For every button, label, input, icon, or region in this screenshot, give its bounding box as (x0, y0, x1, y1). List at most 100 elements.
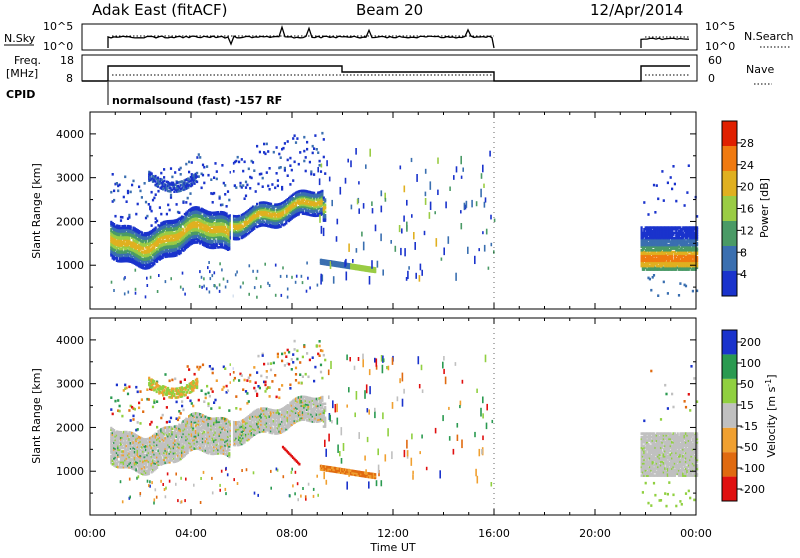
heatmap-cell (278, 153, 280, 156)
heatmap-cell (429, 212, 431, 219)
heatmap-cell (663, 281, 665, 284)
colorbar-block (722, 171, 737, 196)
heatmap-cell (253, 169, 255, 172)
heatmap-cell (163, 176, 165, 179)
heatmap-cell (160, 213, 162, 216)
heatmap-cell (369, 149, 371, 157)
heatmap-cell (156, 400, 158, 403)
heatmap-cell (395, 246, 397, 252)
heatmap-cell (113, 199, 115, 202)
heatmap-cell (224, 226, 226, 229)
heatmap-cell (113, 223, 115, 226)
heatmap-cell (242, 170, 244, 173)
heatmap-cell (298, 163, 300, 166)
heatmap-cell (196, 175, 198, 178)
heatmap-cell (127, 393, 129, 396)
heatmap-cell (223, 278, 225, 281)
heatmap-cell (309, 286, 311, 289)
heatmap-cell (163, 168, 165, 171)
heatmap-cell (170, 277, 172, 280)
heatmap-cell (324, 198, 326, 201)
heatmap-cell (151, 172, 153, 175)
heatmap-cell (653, 184, 655, 187)
heatmap-cell (176, 203, 178, 206)
heatmap-cell (437, 158, 439, 164)
heatmap-cell (269, 167, 271, 170)
heatmap-cell (474, 256, 476, 264)
heatmap-cell (483, 184, 485, 188)
heatmap-cell (415, 273, 417, 279)
heatmap-cell (461, 176, 463, 179)
heatmap-cell (296, 275, 298, 278)
heatmap-cell (199, 285, 201, 288)
heatmap-cell (408, 266, 410, 269)
heatmap-cell (132, 418, 134, 421)
heatmap-cell (404, 186, 406, 193)
heatmap-cell (244, 197, 246, 200)
heatmap-cell (196, 156, 198, 159)
colorbar-tick-label: 4 (740, 268, 747, 281)
heatmap-cell (491, 243, 493, 246)
heatmap-cell (287, 159, 289, 162)
heatmap-cell (219, 197, 221, 200)
heatmap-cell (154, 175, 156, 178)
heatmap-cell (138, 407, 140, 410)
freq-panel: Freq. [MHz] 18 8 60 0 Nave (6, 54, 774, 85)
heatmap-cell (323, 156, 325, 159)
nave-tick-bottom: 0 (708, 72, 715, 85)
heatmap-cell (213, 176, 215, 179)
heatmap-cell (138, 402, 140, 405)
colorbar-tick-label: 28 (740, 137, 754, 150)
heatmap-cell (184, 293, 186, 296)
colorbar-block (722, 146, 737, 171)
heatmap-cell (316, 148, 318, 151)
heatmap-cell (301, 275, 303, 278)
heatmap-cell (654, 211, 656, 214)
heatmap-cell (110, 396, 112, 399)
heatmap-cell (128, 409, 130, 412)
heatmap-cell (255, 190, 257, 193)
heatmap-cell (209, 291, 211, 294)
heatmap-cell (406, 200, 408, 206)
noise-panel: N.Sky 10^5 10^0 10^5 10^0 N.Search (4, 20, 794, 53)
power-colorbar-label: Power [dB] (758, 178, 771, 238)
velocity-heatmap-cells (110, 318, 698, 515)
heatmap-cell (357, 199, 359, 205)
heatmap-cell (295, 281, 297, 284)
heatmap-cell (139, 190, 141, 193)
heatmap-cell (305, 170, 307, 173)
heatmap-cell (142, 410, 144, 413)
heatmap-cell (256, 145, 258, 148)
heatmap-cell (678, 294, 680, 297)
heatmap-cell (489, 151, 491, 157)
heatmap-cell (320, 274, 322, 277)
heatmap-cell (124, 176, 126, 179)
heatmap-cell (663, 199, 665, 202)
heatmap-cell (257, 270, 259, 273)
heatmap-cell (144, 182, 146, 185)
heatmap-cell (471, 200, 473, 207)
heatmap-cell (132, 415, 134, 418)
power-heatmap-cells (110, 112, 698, 309)
heatmap-cell (284, 167, 286, 170)
heatmap-cell (289, 157, 291, 160)
heatmap-cell (381, 190, 383, 196)
heatmap-cell (202, 164, 204, 167)
heatmap-cell (154, 180, 156, 183)
freq-trace (82, 66, 690, 81)
heatmap-cell (164, 373, 166, 376)
nave-label: Nave (746, 63, 774, 76)
freq-tick-top: 18 (60, 54, 74, 67)
noise-right-label: N.Search (744, 30, 794, 43)
heatmap-cell (276, 172, 278, 175)
heatmap-cell (287, 296, 289, 299)
heatmap-cell (287, 288, 289, 291)
heatmap-cell (260, 285, 262, 288)
heatmap-cell (430, 181, 432, 189)
heatmap-cell (137, 203, 139, 206)
heatmap-cell (214, 239, 216, 242)
heatmap-cell (346, 272, 348, 281)
colorbar-block (722, 271, 737, 296)
heatmap-cell (119, 410, 121, 413)
heatmap-cell (188, 171, 190, 174)
